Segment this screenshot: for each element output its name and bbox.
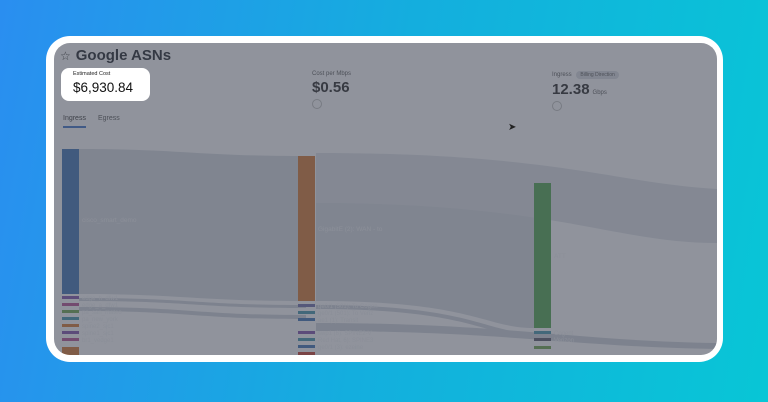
col3-legend: Cogent Verizon <box>534 331 574 349</box>
node-col2-main[interactable] <box>298 156 315 301</box>
col1-item-label[interactable]: br1_vedge1 <box>82 338 114 344</box>
col2-item-marker <box>298 304 315 307</box>
flow-small-4 <box>316 323 717 349</box>
col1-item-label[interactable]: spine1_sjc1 <box>82 331 114 337</box>
col2-item-marker <box>298 318 315 321</box>
node-col3-label: ATT <box>554 253 566 260</box>
app-screen: ☆ Google ASNs Cost per Mbps $0.56 Ingres… <box>54 43 717 355</box>
col1-item-marker <box>62 310 79 313</box>
col3-item-marker <box>534 338 551 341</box>
col2-item-marker <box>298 331 315 334</box>
col2-item-label[interactable]: swp1 (6): SPINE2-V <box>318 331 372 337</box>
col3-item-label[interactable]: Cogent <box>554 331 574 337</box>
col1-item-label[interactable]: pa_new_york <box>82 317 119 323</box>
col2-item-label[interactable]: ge0/1 (501): To Veriz <box>318 311 373 317</box>
estimated-cost-card[interactable]: Estimated Cost $6,930.84 <box>61 68 150 101</box>
col1-legend: edge_h_dfw1 edge_a_dfw1 pa_san_mateo pa_… <box>62 296 122 355</box>
mouse-cursor-icon: ➤ <box>508 122 517 133</box>
col1-item-marker <box>62 296 79 299</box>
estimated-cost-label: Estimated Cost <box>73 71 111 77</box>
col2-item-marker <box>298 338 315 341</box>
col1-item-label[interactable]: edge_a_dfw1 <box>82 303 119 309</box>
col1-item-marker <box>62 347 79 355</box>
col1-item-marker <box>62 338 79 341</box>
col1-item-marker <box>62 324 79 327</box>
node-col1-label: cisco_smart_demo <box>82 217 137 224</box>
col2-item-label[interactable]: Red Hat, 6): SPINE3 <box>318 338 374 344</box>
col3-item-marker <box>534 346 551 349</box>
col2-item-marker <box>298 311 315 314</box>
col2-item-label[interactable]: ae1 (1): Transit <box>318 318 359 324</box>
sankey-diagram: cisco_smart_demo GigabitE (2): WAN - to … <box>62 149 717 355</box>
node-col1-main[interactable] <box>62 149 79 294</box>
col1-item-marker <box>62 331 79 334</box>
col1-item-marker <box>62 317 79 320</box>
col2-item-marker <box>298 345 315 348</box>
col1-item-label[interactable]: edge_h_dfw1 <box>82 296 119 302</box>
col2-item-label[interactable]: ge0/1 (501): To Cogen <box>318 304 378 310</box>
col3-item-marker <box>534 331 551 334</box>
estimated-cost-value: $6,930.84 <box>73 80 134 95</box>
node-col2-label: GigabitE (2): WAN - to <box>318 226 383 233</box>
col1-item-label[interactable]: pa_san_mateo <box>82 310 122 316</box>
col2-item-marker <box>298 352 315 355</box>
col1-item-label[interactable]: spine2_sjc1 <box>82 324 114 330</box>
flow-col1-to-col2 <box>79 149 306 301</box>
col3-item-label[interactable]: Verizon <box>554 338 574 344</box>
node-col3-main[interactable] <box>534 183 551 328</box>
col2-item-label[interactable]: ge0/1 (3): ezeine <box>318 345 364 351</box>
col1-item-marker <box>62 303 79 306</box>
